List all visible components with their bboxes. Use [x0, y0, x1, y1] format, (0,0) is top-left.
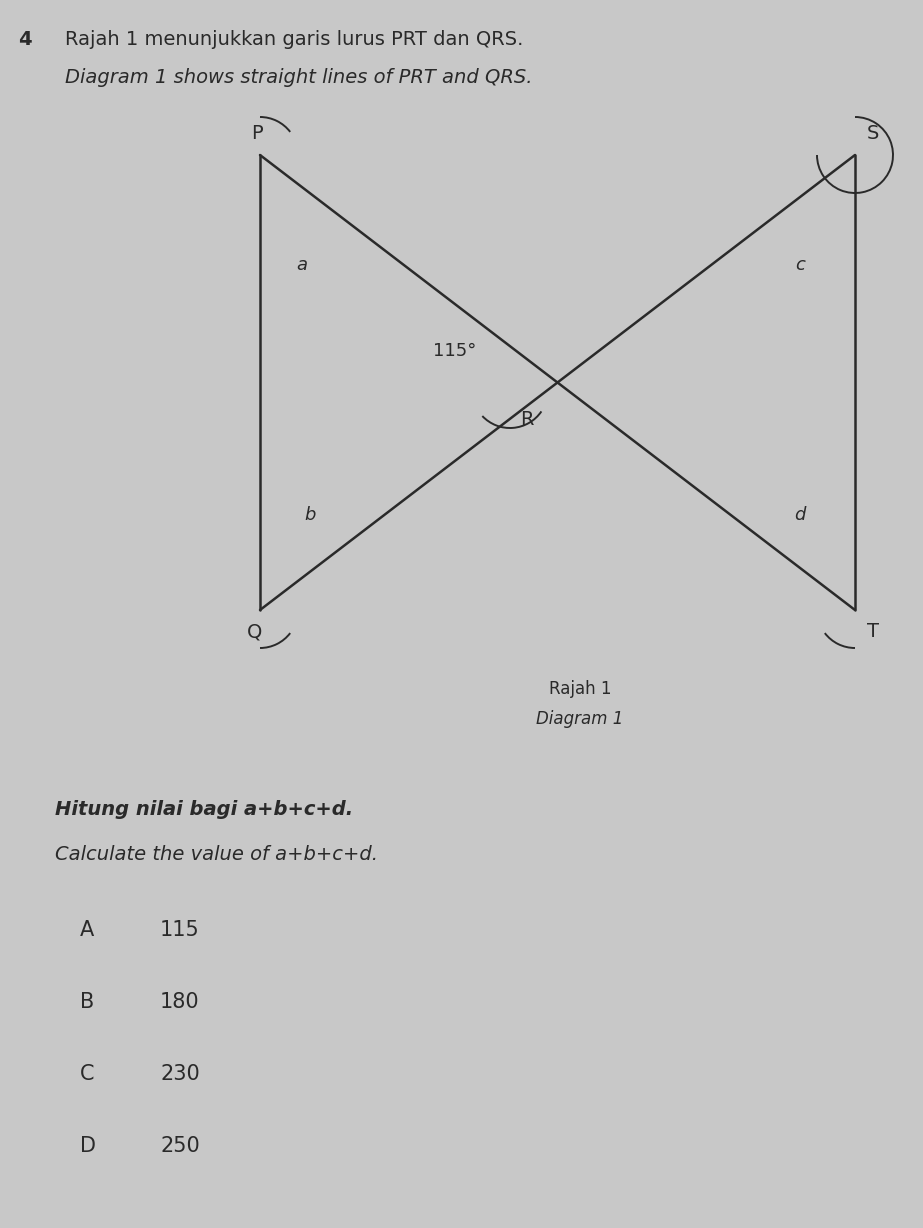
Text: B: B: [80, 992, 94, 1012]
Text: 115°: 115°: [433, 343, 476, 360]
Text: Rajah 1: Rajah 1: [549, 680, 611, 698]
Text: Q: Q: [247, 623, 263, 641]
Text: 250: 250: [160, 1136, 199, 1156]
Text: Diagram 1: Diagram 1: [536, 710, 624, 728]
Text: d: d: [795, 506, 806, 524]
Text: Diagram 1 shows straight lines of PRT and QRS.: Diagram 1 shows straight lines of PRT an…: [65, 68, 533, 87]
Text: P: P: [251, 124, 263, 142]
Text: b: b: [305, 506, 316, 524]
Text: 4: 4: [18, 29, 31, 49]
Text: 230: 230: [160, 1063, 199, 1084]
Text: c: c: [795, 255, 805, 274]
Text: R: R: [520, 410, 533, 429]
Text: D: D: [80, 1136, 96, 1156]
Text: T: T: [867, 623, 879, 641]
Text: 115: 115: [160, 920, 199, 939]
Text: A: A: [80, 920, 94, 939]
Text: S: S: [867, 124, 880, 142]
Text: a: a: [296, 255, 307, 274]
Text: Hitung nilai bagi a+b+c+d.: Hitung nilai bagi a+b+c+d.: [55, 799, 354, 819]
Text: Rajah 1 menunjukkan garis lurus PRT dan QRS.: Rajah 1 menunjukkan garis lurus PRT dan …: [65, 29, 523, 49]
Text: Calculate the value of a+b+c+d.: Calculate the value of a+b+c+d.: [55, 845, 378, 865]
Text: 180: 180: [160, 992, 199, 1012]
Text: C: C: [80, 1063, 94, 1084]
